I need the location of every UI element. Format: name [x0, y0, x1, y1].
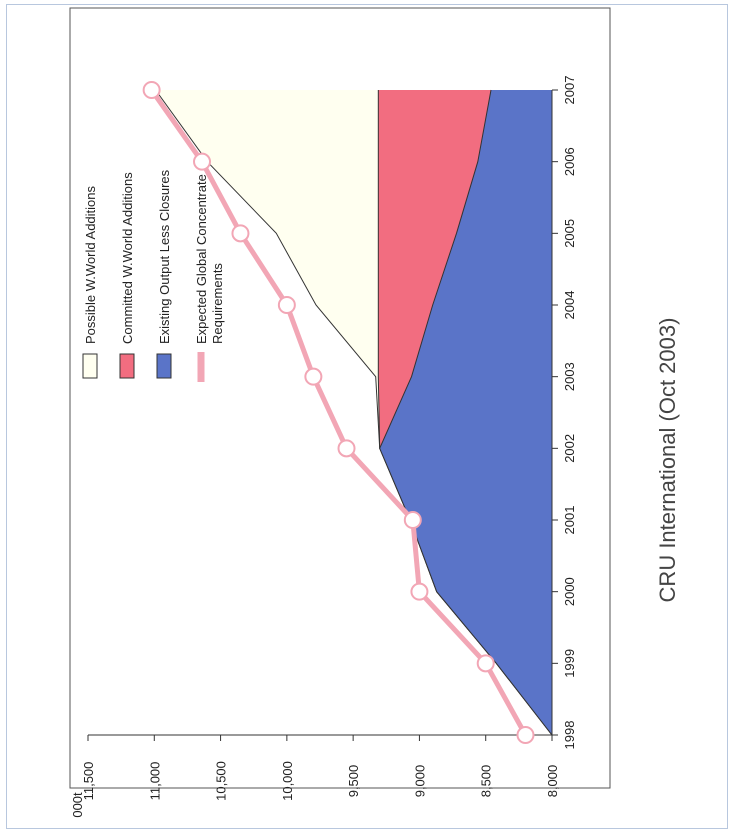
area-existing-output-edge — [379, 89, 553, 736]
requirements-marker — [410, 582, 429, 601]
area-existing-output — [379, 90, 552, 735]
requirements-marker — [516, 726, 535, 744]
value-tick-label: 8,500 — [479, 765, 494, 798]
category-tick-label: 2001 — [562, 506, 577, 535]
category-tick-label: 1998 — [562, 721, 577, 750]
category-tick-label: 2003 — [562, 362, 577, 391]
category-tick-label: 2007 — [562, 76, 577, 105]
legend-label: Expected Global Concentrate — [194, 174, 209, 344]
requirements-marker — [142, 81, 161, 99]
value-tick-label: 10,000 — [280, 761, 295, 801]
requirements-marker — [403, 511, 422, 529]
category-tick-label: 2004 — [562, 291, 577, 320]
chart-body: 8,000 8,500 9,000 9,500 10,000 10,500 11,000 11… — [70, 76, 680, 818]
value-tick-label: 9,000 — [412, 765, 427, 798]
value-tick-label: 11,500 — [81, 762, 96, 801]
requirements-marker — [277, 296, 296, 314]
category-tick-label: 2006 — [562, 147, 577, 176]
image-frame — [6, 4, 728, 829]
value-tick-label: 10,500 — [214, 761, 229, 801]
value-tick-label: 9,500 — [346, 765, 361, 798]
legend-label: Requirements — [210, 263, 225, 344]
source-note: CRU International (Oct 2003) — [655, 318, 680, 603]
legend-label: Possible W.World Additions — [83, 186, 98, 344]
legend-swatch — [82, 353, 98, 379]
requirements-marker — [304, 367, 323, 386]
value-tick-label: 8,000 — [545, 765, 560, 798]
legend-swatch — [119, 353, 135, 379]
legend-label: Existing Output Less Closures — [157, 169, 172, 344]
category-tick-label: 2002 — [562, 434, 577, 463]
requirements-marker — [476, 654, 495, 673]
value-unit-label: 000t — [70, 792, 85, 818]
legend-label: Committed W.World Additions — [120, 172, 135, 344]
requirements-line — [149, 88, 528, 737]
category-tick-label: 1999 — [562, 649, 577, 678]
value-tick-label: 11,000 — [147, 762, 162, 801]
requirements-marker — [231, 224, 250, 243]
category-tick-label: 2000 — [562, 577, 577, 606]
category-tick-label: 2005 — [562, 219, 577, 248]
legend-swatch — [156, 353, 172, 379]
requirements-marker — [337, 439, 356, 458]
requirements-marker — [193, 152, 212, 171]
